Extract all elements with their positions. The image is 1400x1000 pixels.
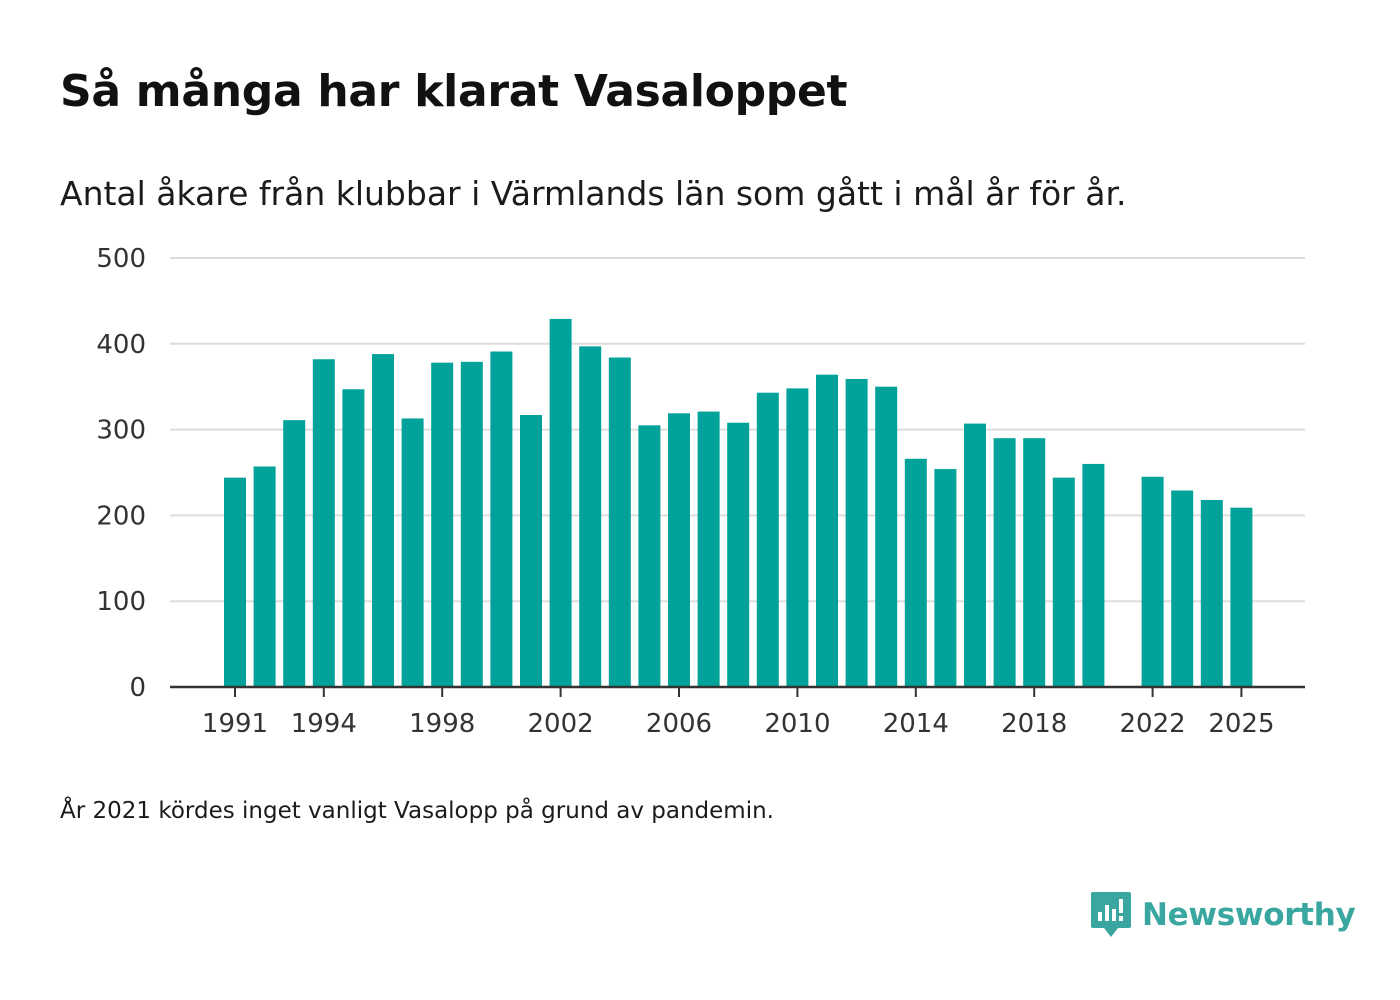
bar-2015 xyxy=(934,469,957,687)
bar-1994 xyxy=(312,359,335,687)
bar-2019 xyxy=(1052,477,1075,687)
bar-2013 xyxy=(875,386,898,687)
bar-1991 xyxy=(224,477,246,687)
bar-1998 xyxy=(431,362,454,687)
bar-2002 xyxy=(549,318,572,687)
bar-2018 xyxy=(1023,438,1046,687)
x-tick-label: 2022 xyxy=(1120,709,1186,739)
bar-2003 xyxy=(579,346,602,687)
bar-2005 xyxy=(638,425,661,687)
bars xyxy=(224,318,1253,687)
y-axis-ticks: 0 100 200 300 400 500 xyxy=(96,244,146,703)
bar-2020 xyxy=(1082,463,1105,687)
bar-1997 xyxy=(401,418,424,687)
bar-2012 xyxy=(845,378,868,687)
x-tick-label: 2006 xyxy=(646,709,712,739)
x-tick-label: 2025 xyxy=(1208,709,1274,739)
x-tick-label: 2018 xyxy=(1001,709,1067,739)
x-tick-label: 1991 xyxy=(202,709,268,739)
y-tick-label: 100 xyxy=(96,587,146,617)
bar-2014 xyxy=(904,458,927,687)
bar-1995 xyxy=(342,389,365,687)
bar-2010 xyxy=(786,388,809,687)
y-tick-label: 200 xyxy=(96,501,146,531)
bar-1993 xyxy=(283,420,306,687)
newsworthy-logo[interactable]: Newsworthy xyxy=(1090,890,1356,940)
x-axis-ticks: 1991 1994 1998 2002 2006 2010 2014 2018 2022 2025 xyxy=(202,687,1274,739)
chart-subtitle: Antal åkare från klubbar i Värmlands län… xyxy=(60,174,1127,213)
bar-2016 xyxy=(964,423,986,687)
footnote: År 2021 kördes inget vanligt Vasalopp på… xyxy=(60,798,774,824)
x-tick-label: 2010 xyxy=(764,709,830,739)
bar-2000 xyxy=(490,351,513,687)
bar-2009 xyxy=(756,392,779,687)
bar-2017 xyxy=(993,438,1016,687)
bar-2022 xyxy=(1141,476,1164,687)
newsworthy-logo-icon xyxy=(1091,892,1131,937)
y-tick-label: 0 xyxy=(129,673,146,703)
bar-2024 xyxy=(1200,499,1223,687)
bar-2025 xyxy=(1230,507,1253,687)
bar-2011 xyxy=(816,374,838,687)
bar-1992 xyxy=(253,466,276,687)
x-tick-label: 2002 xyxy=(528,709,594,739)
bar-2001 xyxy=(520,415,542,687)
chart-title: Så många har klarat Vasaloppet xyxy=(60,66,848,117)
bar-2008 xyxy=(727,422,750,687)
bar-2023 xyxy=(1171,490,1194,687)
bar-2004 xyxy=(608,357,631,687)
y-tick-label: 400 xyxy=(96,330,146,360)
logo-text: Newsworthy xyxy=(1142,897,1356,933)
y-tick-label: 500 xyxy=(96,244,146,274)
bar-2007 xyxy=(697,411,720,687)
bar-1999 xyxy=(460,361,483,687)
bar-1996 xyxy=(372,354,394,687)
bar-2006 xyxy=(668,413,690,687)
x-tick-label: 2014 xyxy=(883,709,949,739)
x-tick-label: 1998 xyxy=(409,709,475,739)
x-tick-label: 1994 xyxy=(291,709,357,739)
y-tick-label: 300 xyxy=(96,416,146,446)
